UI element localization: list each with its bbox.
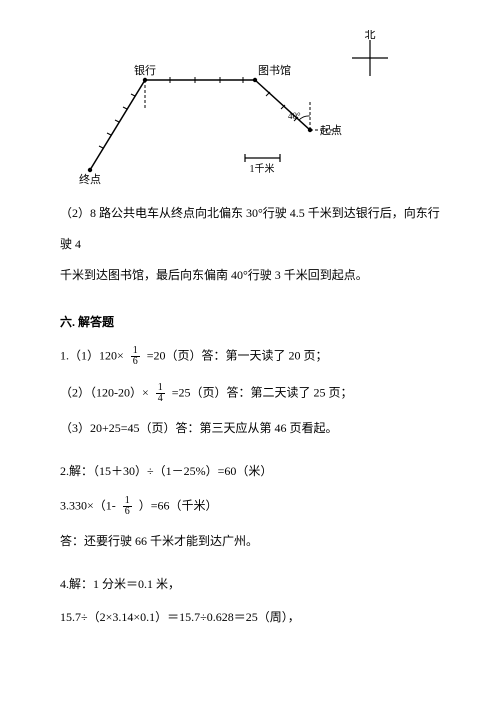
scale-label: 1千米 [250, 162, 275, 175]
answer-1-1: 1.（1）120× 16 =20（页）答：第一天读了 20 页； [60, 346, 450, 367]
section-6-title: 六. 解答题 [60, 314, 450, 331]
fraction-1-4: 14 [156, 383, 165, 404]
library-label: 图书馆 [258, 63, 291, 77]
q2-line2: 千米到达图书馆，最后向东偏南 40°行驶 3 千米回到起点。 [60, 268, 368, 282]
answer-4-2: 15.7÷（2×3.14×0.1）＝15.7÷0.628＝25（周）， [60, 609, 450, 626]
seg-library-start [255, 80, 310, 130]
answer-3: 3.330×（1- 16 ）=66（千米） [60, 496, 450, 517]
end-label: 终点 [79, 172, 101, 185]
point-end [88, 168, 92, 172]
answer-2: 2.解：（15＋30）÷（1－25%）=60（米） [60, 463, 450, 480]
fraction-1-6: 16 [131, 346, 140, 367]
question-2: （2）8 路公共电车从终点向北偏东 30°行驶 4.5 千米到达银行后，向东行驶… [60, 198, 450, 292]
answer-3-text: 答：还要行驶 66 千米才能到达广州。 [60, 533, 450, 550]
angle-label: 40° [288, 111, 301, 121]
angle-arc [299, 116, 310, 120]
fraction-1-6b: 16 [123, 496, 132, 517]
answer-1-2: （2）（120-20）× 14 =25（页）答：第二天读了 25 页； [60, 383, 450, 404]
route-diagram: 北 40° 银行 图书馆 起点 终点 1千米 [70, 30, 350, 180]
seg-end-bank [90, 80, 145, 170]
answer-1-3: （3）20+25=45（页）答：第三天应从第 46 页看起。 [60, 420, 450, 437]
diagram-svg: 北 40° 银行 图书馆 起点 终点 1千米 [70, 30, 400, 185]
north-label: 北 [365, 30, 376, 41]
point-library [253, 78, 257, 82]
bank-label: 银行 [134, 63, 156, 77]
answer-4-1: 4.解：1 分米＝0.1 米， [60, 576, 450, 593]
q2-line1: （2）8 路公共电车从终点向北偏东 30°行驶 4.5 千米到达银行后，向东行驶… [60, 206, 440, 251]
start-label: 起点 [320, 124, 342, 137]
